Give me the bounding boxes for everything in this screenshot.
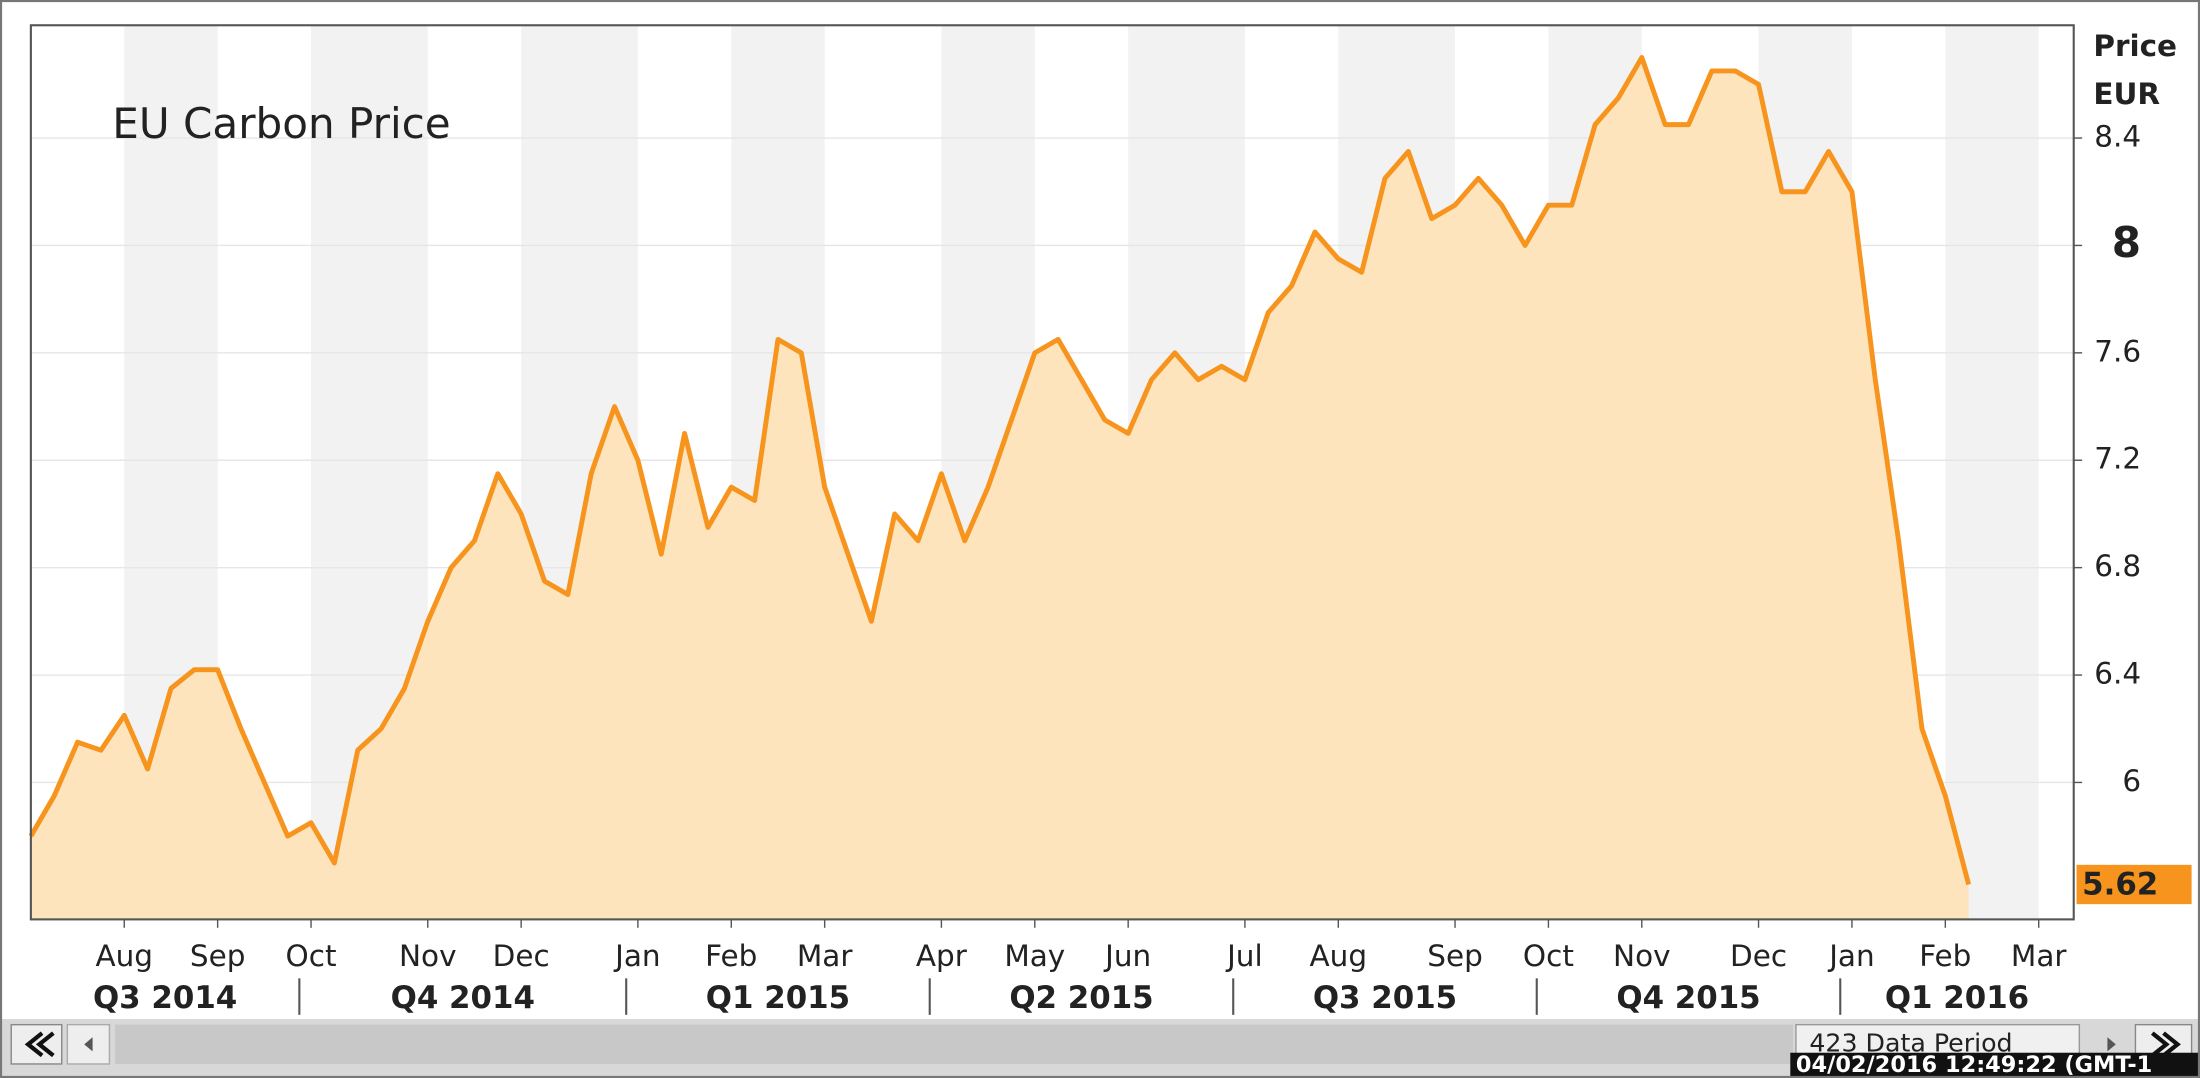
x-tick-label: Nov [1613,939,1671,973]
icon [84,1037,93,1052]
x-tick-label: Aug [1310,939,1368,973]
y-axis-label: EUR [2093,77,2160,111]
y-tick-label: 8 [2112,218,2141,267]
scroll-track [115,1024,1794,1064]
line [28,55,1972,886]
x-tick-label: Jan [1827,939,1874,973]
x-tick-label: Dec [1730,939,1787,973]
x-tick-label: Jan [613,939,660,973]
quarter-label: Q3 2015 [1313,980,1457,1016]
x-tick-label: Apr [916,939,968,973]
timestamp-box [1790,1052,2200,1078]
x-tick-label: Jun [1103,939,1151,973]
period-label: 423 Data Period [1809,1028,2012,1057]
quarter-label: Q1 2016 [1885,980,2029,1016]
icon [24,1031,55,1058]
x-tick-label: May [1004,939,1065,973]
x-tick-label: Oct [1523,939,1574,973]
quarter-label: Q3 2014 [93,980,237,1016]
quarter-label: Q1 2015 [706,980,850,1016]
icon [2107,1037,2116,1052]
last-value-label: 5.62 [2082,866,2158,902]
y-tick-label: 7.2 [2094,442,2141,476]
x-tick-label: Feb [705,939,757,973]
x-tick-label: Sep [1427,939,1483,973]
quarter-label: Q4 2014 [391,980,535,1016]
x-tick-label: Oct [286,939,337,973]
y-tick-label: 6.4 [2094,657,2141,691]
x-tick-label: Mar [2011,939,2067,973]
x-tick-label: Aug [95,939,153,973]
plot-frame [29,24,2075,921]
x-tick-label: Feb [1919,939,1971,973]
x-tick-label: Nov [399,939,457,973]
x-tick-label: Dec [493,939,550,973]
y-tick-label: 8.4 [2094,120,2141,154]
x-tick-label: Sep [190,939,246,973]
icon [2150,1031,2181,1058]
x-axis: 6 6.4 6.8 7.2 7.6 8 8.4 Aug Sep Oct Nov Dec Jan Feb Ma… [93,120,2192,1016]
last-value-box [2076,864,2192,905]
area [30,57,1969,920]
y-tick-label: 6 [2122,764,2141,798]
chart-title: EU Carbon Price [112,99,450,148]
marks [28,55,1972,920]
y-tick-label: 7.6 [2094,334,2141,368]
y-axis-label: Price [2093,29,2177,63]
y-tick-label: 6.8 [2094,549,2141,583]
x-tick-label: Mar [797,939,853,973]
quarter-label: Q4 2015 [1616,980,1760,1016]
quarter-label: Q2 2015 [1009,980,1153,1016]
x-tick-label: Jul [1225,939,1263,973]
timestamp: 04/02/2016 12:49:22 (GMT-1 [1796,1052,2152,1078]
month-stripe [1945,25,2039,920]
